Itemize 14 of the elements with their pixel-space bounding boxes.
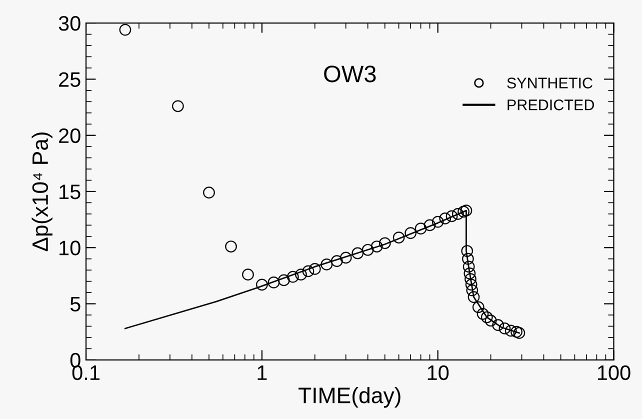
y-tick-label: 20 bbox=[59, 128, 80, 144]
x-tick-label: 10 bbox=[428, 365, 449, 380]
y-tick-label: 5 bbox=[70, 296, 80, 312]
y-tick-label: 30 bbox=[58, 16, 80, 31]
x-tick-label: 100 bbox=[598, 365, 630, 380]
legend-label: PREDICTED bbox=[508, 100, 594, 110]
y-tick-label: 25 bbox=[59, 72, 80, 87]
x-tick-label: 1 bbox=[258, 366, 267, 380]
y-tick-label: 15 bbox=[60, 184, 80, 200]
y-tick-label: 10 bbox=[60, 240, 80, 256]
y-axis-title: Δp(x10⁴ Pa) bbox=[32, 132, 52, 252]
x-axis-title: TIME(day) bbox=[298, 386, 400, 408]
legend-label: SYNTHETIC bbox=[507, 78, 592, 88]
text: OW3 bbox=[324, 66, 376, 82]
